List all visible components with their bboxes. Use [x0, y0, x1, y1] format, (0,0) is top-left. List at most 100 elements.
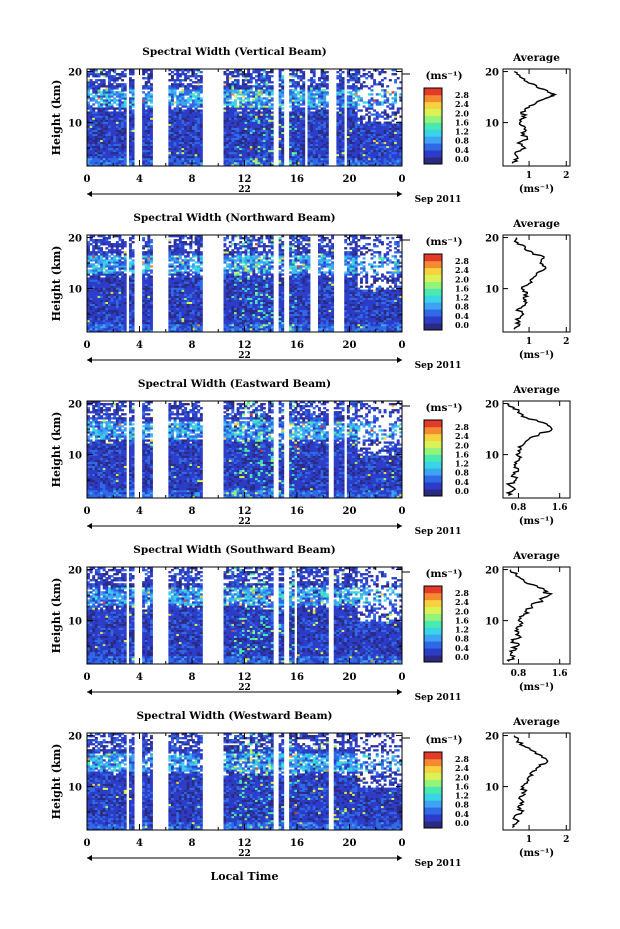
heatmap-cell	[373, 69, 377, 72]
heatmap-cell	[92, 323, 96, 327]
heatmap-cell	[129, 319, 132, 323]
heatmap-cell	[391, 325, 395, 329]
heatmap-cell	[197, 75, 201, 78]
heatmap-cell	[168, 145, 172, 149]
heatmap-cell	[123, 83, 127, 86]
heatmap-cell	[197, 133, 201, 136]
heatmap-cell	[144, 139, 148, 143]
heatmap-cell	[302, 91, 306, 94]
month-label: Sep 2011	[415, 195, 462, 205]
heatmap-cell	[354, 87, 358, 90]
heatmap-cell	[312, 95, 316, 98]
heatmap-cell	[241, 129, 245, 132]
heatmap-cell	[186, 311, 190, 315]
heatmap-cell	[362, 163, 366, 167]
heatmap-cell	[268, 109, 272, 112]
heatmap-cell	[341, 79, 345, 82]
heatmap-cell	[234, 149, 237, 153]
heatmap-cell	[92, 161, 96, 165]
heatmap-cell	[129, 151, 132, 155]
heatmap-cell	[381, 159, 384, 163]
heatmap-cell	[362, 73, 366, 76]
heatmap-cell	[100, 131, 104, 134]
heatmap-cell	[270, 105, 274, 108]
heatmap-cell	[147, 307, 151, 311]
heatmap-cell	[178, 149, 182, 153]
heatmap-cell	[94, 151, 98, 155]
heatmap-cell	[113, 127, 117, 130]
heatmap-cell	[194, 321, 198, 325]
heatmap-cell	[299, 319, 303, 323]
heatmap-cell	[94, 147, 98, 151]
heatmap-cell	[194, 131, 198, 134]
heatmap-cell	[102, 155, 106, 159]
heatmap-cell	[108, 325, 111, 329]
heatmap-cell	[255, 105, 258, 108]
heatmap-cell	[234, 127, 237, 130]
heatmap-cell	[97, 313, 101, 317]
heatmap-cell	[297, 115, 300, 118]
heatmap-cell	[113, 129, 117, 132]
heatmap-cell	[370, 307, 374, 311]
heatmap-cell	[367, 131, 371, 134]
heatmap-cell	[239, 161, 243, 165]
heatmap-cell	[131, 145, 135, 149]
heatmap-cell	[336, 147, 340, 151]
heatmap-cell	[297, 91, 300, 94]
heatmap-cell	[362, 117, 366, 120]
heatmap-cell	[386, 123, 390, 126]
heatmap-cell	[150, 117, 153, 120]
heatmap-cell	[367, 151, 371, 155]
heatmap-cell	[129, 133, 132, 136]
heatmap-cell	[388, 153, 392, 157]
heatmap-cell	[189, 143, 193, 147]
heatmap-cell	[396, 309, 400, 313]
heatmap-cell	[370, 149, 374, 153]
heatmap-cell	[270, 141, 274, 145]
heatmap-cell	[186, 85, 190, 88]
heatmap-cell	[262, 143, 266, 147]
heatmap-cell	[268, 155, 272, 159]
heatmap-cell	[97, 323, 101, 327]
heatmap-cell	[344, 327, 348, 331]
heatmap-cell	[362, 81, 366, 84]
heatmap-cell	[323, 117, 327, 120]
heatmap-cell	[197, 113, 201, 116]
heatmap-cell	[373, 123, 377, 126]
heatmap-cell	[121, 319, 125, 323]
heatmap-cell	[150, 71, 153, 74]
heatmap-cell	[268, 157, 272, 161]
heatmap-cell	[189, 85, 193, 88]
heatmap-cell	[108, 129, 111, 132]
heatmap-cell	[362, 149, 366, 153]
heatmap-cell	[173, 121, 177, 124]
heatmap-cell	[97, 89, 101, 92]
heatmap-cell	[176, 125, 180, 128]
heatmap-cell	[325, 119, 329, 122]
heatmap-cell	[87, 135, 90, 139]
heatmap-cell	[176, 317, 180, 321]
heatmap-cell	[312, 163, 316, 167]
heatmap-cell	[110, 75, 114, 78]
heatmap-cell	[168, 73, 172, 76]
heatmap-cell	[262, 131, 266, 134]
heatmap-cell	[236, 79, 240, 82]
heatmap-cell	[357, 159, 361, 163]
heatmap-cell	[249, 115, 253, 118]
heatmap-cell	[239, 101, 243, 104]
heatmap-cell	[105, 147, 109, 151]
heatmap-cell	[234, 107, 237, 110]
heatmap-cell	[118, 319, 122, 323]
heatmap-cell	[341, 97, 345, 100]
heatmap-cell	[357, 143, 361, 147]
heatmap-cell	[367, 157, 371, 161]
heatmap-cell	[108, 77, 111, 80]
heatmap-cell	[131, 311, 135, 315]
heatmap-cell	[239, 147, 243, 151]
heatmap-cell	[278, 93, 282, 96]
heatmap-cell	[110, 137, 114, 141]
heatmap-cell	[131, 153, 135, 157]
heatmap-cell	[346, 315, 350, 319]
heatmap-cell	[268, 321, 272, 325]
heatmap-cell	[100, 327, 104, 331]
